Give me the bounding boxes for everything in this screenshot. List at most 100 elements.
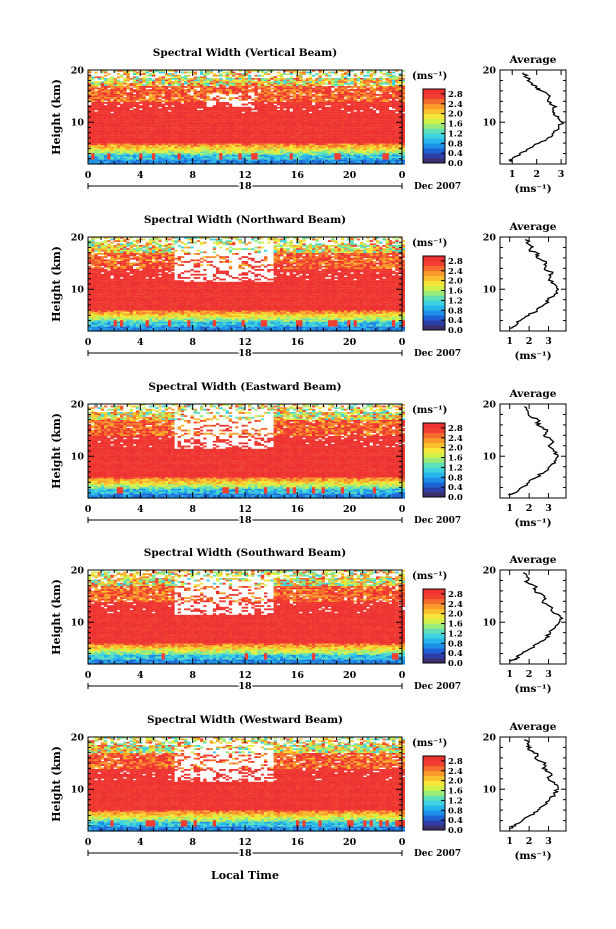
heatmap-cell	[130, 128, 133, 130]
heatmap-cell	[114, 134, 117, 136]
heatmap-cell	[114, 132, 117, 134]
heatmap-cell	[334, 148, 337, 150]
heatmap-cell	[264, 92, 267, 94]
heatmap-cell	[248, 152, 251, 154]
heatmap-cell	[152, 145, 155, 147]
heatmap-cell	[270, 84, 273, 86]
heatmap-cell	[267, 112, 270, 114]
heatmap-cell	[219, 148, 222, 150]
heatmap-cell	[392, 83, 395, 85]
heatmap-cell	[395, 91, 398, 93]
heatmap-cell	[238, 110, 241, 112]
heatmap-cell	[302, 129, 305, 131]
heatmap-cell	[174, 153, 177, 155]
heatmap-cell	[267, 144, 270, 146]
heatmap-cell	[341, 96, 344, 98]
heatmap-cell	[254, 152, 257, 154]
heatmap-cell	[283, 88, 286, 90]
heatmap-cell	[258, 153, 261, 155]
heatmap-cell	[130, 147, 133, 149]
heatmap-cell	[267, 131, 270, 133]
heatmap-cell	[318, 84, 321, 86]
heatmap-cell	[261, 108, 264, 110]
heatmap-cell	[322, 145, 325, 147]
heatmap-cell	[325, 147, 328, 149]
heatmap-cell	[110, 81, 113, 83]
heatmap-cell	[190, 97, 193, 99]
heatmap-cell	[146, 126, 149, 128]
heatmap-cell	[203, 144, 206, 146]
heatmap-cell	[107, 129, 110, 131]
heatmap-cell	[245, 112, 248, 114]
heatmap-cell	[194, 124, 197, 126]
heatmap-cell	[370, 100, 373, 102]
heatmap-cell	[123, 110, 126, 112]
heatmap-cell	[322, 86, 325, 88]
heatmap-cell	[341, 104, 344, 106]
heatmap-cell	[117, 97, 120, 99]
heatmap-cell	[194, 148, 197, 150]
heatmap-cell	[315, 145, 318, 147]
heatmap-cell	[152, 84, 155, 86]
heatmap-cell	[338, 96, 341, 98]
heatmap-cell	[264, 88, 267, 90]
heatmap-cell	[142, 129, 145, 131]
heatmap-cell	[248, 148, 251, 150]
heatmap-cell	[88, 139, 91, 141]
heatmap-cell	[270, 152, 273, 154]
heatmap-cell	[216, 156, 219, 158]
heatmap-cell	[267, 134, 270, 136]
heatmap-cell	[203, 107, 206, 109]
heatmap-cell	[251, 128, 254, 130]
heatmap-cell	[126, 144, 129, 146]
heatmap-cell	[389, 112, 392, 114]
heatmap-cell	[158, 121, 161, 123]
heatmap-cell	[171, 113, 174, 115]
heatmap-cell	[299, 99, 302, 101]
heatmap-cell	[232, 145, 235, 147]
heatmap-cell	[216, 78, 219, 80]
heatmap-cell	[184, 112, 187, 114]
heatmap-cell	[190, 102, 193, 104]
heatmap-cell	[162, 84, 165, 86]
heatmap-cell	[168, 153, 171, 155]
heatmap-cell	[216, 102, 219, 104]
heatmap-cell	[325, 124, 328, 126]
heatmap-cell	[94, 86, 97, 88]
heatmap-cell	[110, 83, 113, 85]
heatmap-cell	[261, 134, 264, 136]
heatmap-cell	[181, 115, 184, 117]
heatmap-cell	[130, 94, 133, 96]
heatmap-cell	[334, 129, 337, 131]
heatmap-cell	[94, 145, 97, 147]
heatmap-cell	[389, 128, 392, 130]
heatmap-cell	[347, 150, 350, 152]
heatmap-cell	[398, 140, 401, 142]
heatmap-cell	[363, 152, 366, 154]
heatmap-cell	[88, 145, 91, 147]
heatmap-cell	[139, 91, 142, 93]
heatmap-cell	[219, 88, 222, 90]
heatmap-cell	[386, 144, 389, 146]
heatmap-cell	[344, 120, 347, 122]
heatmap-cell	[357, 124, 360, 126]
heatmap-cell	[296, 128, 299, 130]
heatmap-cell	[270, 102, 273, 104]
heatmap-cell	[158, 145, 161, 147]
heatmap-cell	[194, 132, 197, 134]
heatmap-cell	[296, 86, 299, 88]
heatmap-cell	[200, 136, 203, 138]
heatmap-cell	[363, 148, 366, 150]
heatmap-cell	[290, 144, 293, 146]
heatmap-cell	[226, 91, 229, 93]
heatmap-cell	[306, 147, 309, 149]
heatmap-cell	[162, 123, 165, 125]
heatmap-cell	[197, 128, 200, 130]
heatmap-cell	[130, 100, 133, 102]
heatmap-cell	[232, 120, 235, 122]
heatmap-cell	[363, 108, 366, 110]
heatmap-cell	[315, 88, 318, 90]
heatmap-cell	[286, 80, 289, 82]
heatmap-cell	[341, 113, 344, 115]
heatmap-cell	[309, 148, 312, 150]
